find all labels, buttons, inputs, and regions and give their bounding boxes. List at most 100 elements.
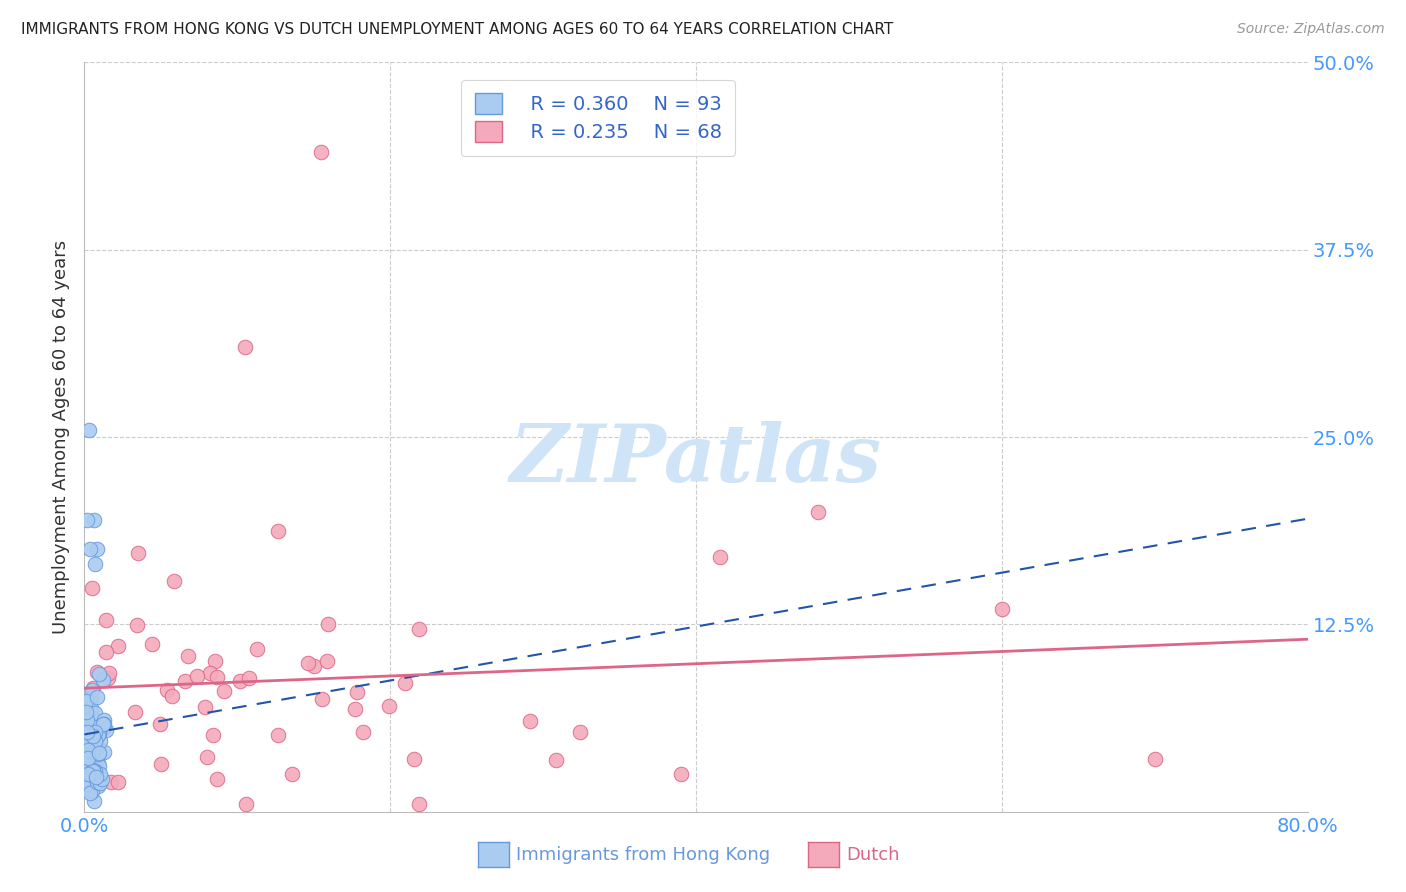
Point [107, 639, 129, 653]
Point [107, 775, 129, 789]
Point [80, 751, 103, 765]
Legend:   R = 0.360    N = 93,   R = 0.235    N = 68: R = 0.360 N = 93, R = 0.235 N = 68 [461, 79, 735, 156]
Point [76, 723, 98, 737]
Point [83, 725, 105, 739]
Point [96, 645, 118, 659]
Point [79, 736, 101, 750]
Point [93, 720, 115, 734]
Point [93, 713, 115, 727]
Point [87, 779, 110, 793]
Point [127, 546, 149, 560]
Point [156, 683, 179, 698]
Point [77, 755, 100, 769]
Point [73, 772, 96, 786]
Point [163, 574, 186, 588]
Point [83, 721, 105, 735]
Point [76, 745, 98, 759]
Point [89, 766, 111, 780]
Point [82, 761, 104, 775]
Point [84, 749, 107, 764]
Point [75, 741, 97, 756]
Point [93, 745, 115, 759]
Point [76, 768, 98, 782]
Point [83, 729, 105, 743]
Point [80, 725, 103, 739]
Point [77, 737, 100, 751]
Point [75, 764, 97, 778]
Point [87, 756, 110, 770]
Point [82, 681, 104, 695]
Point [75, 724, 97, 739]
Point [83, 737, 105, 751]
Point [89, 747, 111, 761]
Point [80, 784, 103, 798]
Point [297, 656, 319, 670]
Point [352, 724, 374, 739]
Point [83, 734, 105, 748]
Point [76, 742, 98, 756]
Point [86, 690, 108, 704]
Point [311, 691, 333, 706]
Point [76, 724, 98, 739]
Point [98, 665, 121, 680]
Point [235, 797, 257, 812]
Point [76, 742, 98, 756]
Point [76, 775, 98, 789]
Point [84, 750, 107, 764]
Point [82, 767, 104, 781]
Point [84, 558, 107, 572]
Point [89, 734, 111, 748]
Point [80, 750, 103, 764]
Point [80, 701, 103, 715]
Point [519, 714, 541, 728]
Point [546, 753, 568, 767]
Point [86, 665, 108, 679]
Point [83, 794, 105, 808]
Point [807, 505, 830, 519]
Point [79, 739, 101, 753]
Point [73, 747, 96, 761]
Point [89, 758, 111, 772]
Point [186, 669, 208, 683]
Point [87, 747, 110, 762]
Point [77, 765, 100, 780]
Point [83, 731, 105, 745]
Point [79, 786, 101, 800]
Point [80, 731, 103, 746]
Point [201, 728, 224, 742]
Point [408, 797, 430, 812]
Point [82, 734, 104, 748]
Point [91, 717, 114, 731]
Point [80, 683, 103, 698]
Point [83, 512, 105, 526]
Point [76, 781, 98, 796]
Point [83, 771, 105, 785]
Point [94, 613, 117, 627]
Point [75, 736, 97, 750]
Point [83, 720, 105, 734]
Point [79, 542, 101, 557]
Point [709, 549, 731, 564]
Point [77, 777, 100, 791]
Point [76, 722, 98, 736]
Point [77, 743, 100, 757]
Point [80, 691, 103, 706]
Point [402, 752, 425, 766]
Point [77, 736, 100, 750]
Point [91, 772, 114, 786]
Point [82, 729, 104, 743]
Point [79, 706, 101, 720]
Point [177, 648, 200, 663]
Point [100, 774, 122, 789]
Point [77, 423, 100, 437]
Point [77, 747, 100, 762]
Point [86, 740, 108, 755]
Point [149, 716, 172, 731]
Point [76, 737, 98, 751]
Point [93, 716, 115, 731]
Point [267, 728, 290, 742]
Point [228, 673, 250, 688]
Point [316, 655, 339, 669]
Point [97, 672, 120, 686]
Point [205, 772, 228, 786]
